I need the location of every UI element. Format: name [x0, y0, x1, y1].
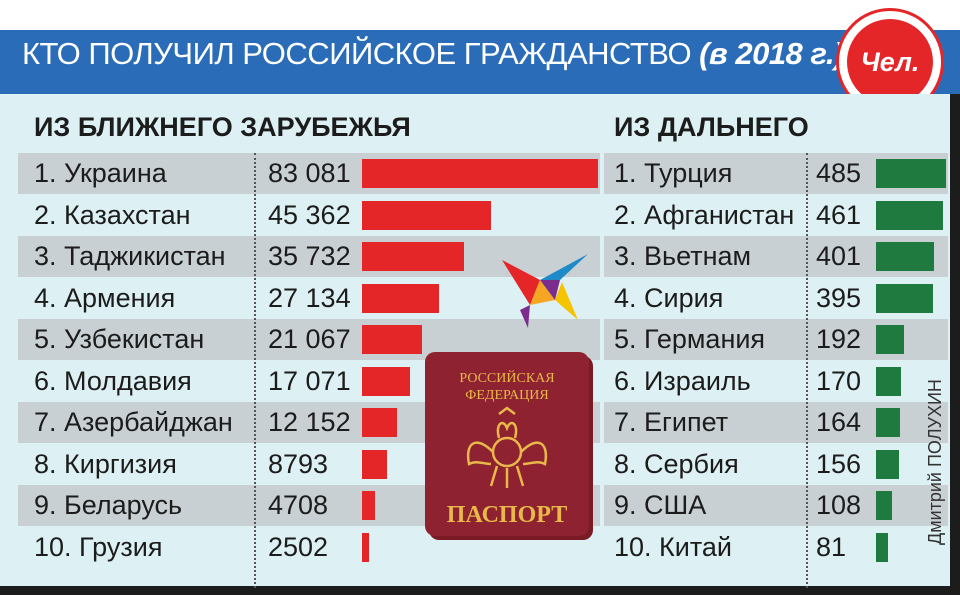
title-main: КТО ПОЛУЧИЛ РОССИЙСКОЕ ГРАЖДАНСТВО	[22, 36, 700, 71]
near-column-divider	[254, 153, 256, 588]
far-category-label: 5. Германия	[614, 324, 766, 354]
near-bar	[362, 449, 387, 479]
photo-credit: Дмитрий ПОЛУХИН	[925, 379, 945, 545]
near-bar	[362, 283, 440, 313]
passport-line2: ФЕДЕРАЦИЯ	[465, 388, 548, 403]
far-value-label: 395	[816, 282, 862, 313]
far-bar	[876, 283, 933, 313]
far-column-divider	[806, 153, 808, 588]
title-banner	[0, 30, 960, 94]
near-category-label: 7. Азербайджан	[34, 407, 233, 437]
near-category-label: 4. Армения	[34, 282, 176, 313]
far-section-title: ИЗ ДАЛЬНЕГО	[614, 112, 809, 142]
near-section-title: ИЗ БЛИЖНЕГО ЗАРУБЕЖЬЯ	[34, 112, 411, 142]
near-bar	[362, 200, 491, 230]
far-category-label: 3. Вьетнам	[614, 241, 752, 271]
near-value-label: 12 152	[268, 407, 351, 437]
near-bar	[362, 242, 464, 271]
near-value-label: 2502	[268, 531, 329, 562]
far-bar	[876, 366, 901, 396]
top-margin	[0, 0, 960, 30]
eagle-emblem-icon	[466, 406, 548, 488]
far-value-label: 461	[816, 199, 862, 230]
unit-badge-label: Чел.	[847, 19, 933, 105]
bottom-rule	[0, 586, 960, 595]
near-row-stripe	[18, 236, 600, 277]
far-category-label: 9. США	[614, 490, 707, 520]
near-bar	[362, 159, 598, 188]
near-value-label: 21 067	[268, 324, 351, 354]
far-category-label: 2. Афганистан	[614, 199, 795, 230]
far-value-label: 81	[816, 531, 847, 562]
near-value-label: 4708	[268, 490, 329, 520]
far-value-label: 192	[816, 324, 862, 354]
near-category-label: 8. Киргизия	[34, 448, 177, 479]
far-bar	[876, 532, 888, 562]
passport-label: ПАСПОРТ	[447, 502, 567, 528]
title-year: (в 2018 г.)	[699, 36, 844, 71]
near-value-label: 45 362	[268, 199, 351, 230]
far-bar	[876, 242, 934, 271]
near-bar	[362, 491, 376, 520]
far-value-label: 108	[816, 490, 862, 520]
near-category-label: 2. Казахстан	[34, 199, 191, 230]
far-category-label: 10. Китай	[614, 531, 733, 562]
near-value-label: 17 071	[268, 365, 351, 396]
near-category-label: 10. Грузия	[34, 531, 163, 562]
near-value-label: 27 134	[268, 282, 351, 313]
near-value-label: 8793	[268, 448, 329, 479]
near-category-label: 1. Украина	[34, 158, 167, 188]
passport-illustration: РОССИЙСКАЯ ФЕДЕРАЦИЯ ПАСПОРТ	[425, 352, 593, 540]
near-category-label: 5. Узбекистан	[34, 324, 205, 354]
near-category-label: 6. Молдавия	[34, 365, 192, 396]
far-bar	[876, 325, 904, 354]
far-category-label: 1. Турция	[614, 158, 733, 188]
near-category-label: 3. Таджикистан	[34, 241, 226, 271]
near-bar	[362, 532, 370, 562]
near-bar	[362, 408, 397, 437]
far-bar	[876, 408, 900, 437]
bird-logo-icon	[502, 254, 588, 328]
page-title: КТО ПОЛУЧИЛ РОССИЙСКОЕ ГРАЖДАНСТВО (в 20…	[22, 36, 844, 72]
far-value-label: 485	[816, 158, 862, 188]
far-category-label: 7. Египет	[614, 407, 729, 437]
near-bar	[362, 366, 411, 396]
near-value-label: 83 081	[268, 158, 351, 188]
far-value-label: 156	[816, 448, 862, 479]
unit-badge: Чел.	[836, 8, 944, 116]
right-rule	[950, 94, 960, 595]
far-category-label: 6. Израиль	[614, 365, 751, 396]
far-category-label: 8. Сербия	[614, 448, 739, 479]
near-bar	[362, 325, 422, 354]
far-value-label: 170	[816, 365, 862, 396]
far-category-label: 4. Сирия	[614, 282, 724, 313]
passport-line1: РОССИЙСКАЯ	[459, 369, 554, 386]
near-category-label: 9. Беларусь	[34, 490, 183, 520]
far-bar	[876, 491, 892, 520]
far-value-label: 164	[816, 407, 862, 437]
near-value-label: 35 732	[268, 241, 351, 271]
far-bar	[876, 200, 943, 230]
far-value-label: 401	[816, 241, 862, 271]
far-bar	[876, 449, 899, 479]
far-bar	[876, 159, 946, 188]
